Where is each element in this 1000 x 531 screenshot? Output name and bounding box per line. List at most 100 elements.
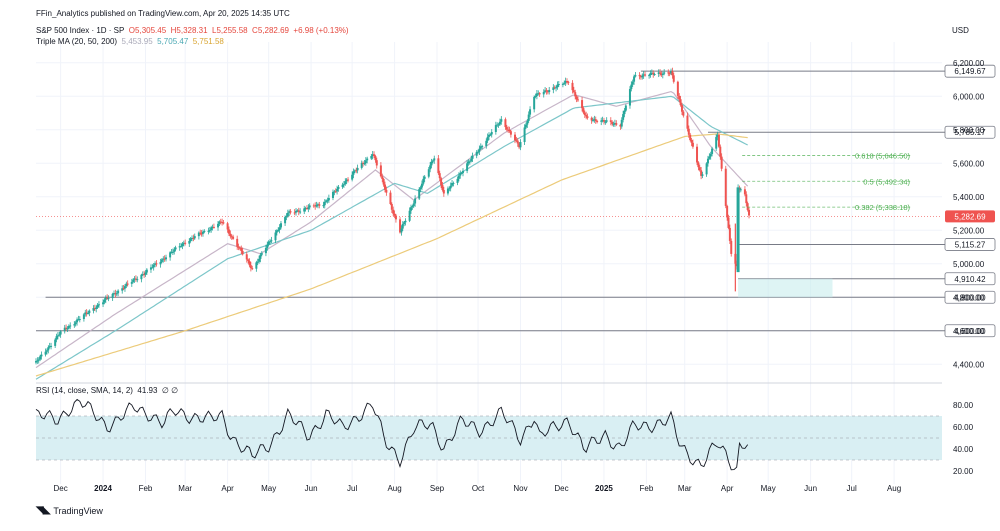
rsi-legend[interactable]: RSI (14, close, SMA, 14, 2) 41.93 ∅ ∅ [36,386,178,395]
price-tick-label: 6,200.00 [953,59,985,68]
month-label: Aug [887,484,901,493]
fib-label: 0.618 (5,646.50) [855,151,911,160]
candle-body [39,356,42,360]
candle-body [488,134,490,137]
candle-body [35,361,37,363]
rsi-label[interactable]: RSI (14, close, SMA, 14, 2) [36,386,133,395]
candle-body [366,158,369,161]
candle-body [535,93,538,96]
price-axis[interactable]: 4,400.00 4,600.00 4,800.00 5,000.00 5,200.00… [945,59,995,476]
candle-body [322,205,325,207]
tradingview-brand[interactable]: ◥◣ TradingView [36,505,103,516]
candle-body [55,336,58,340]
candle-body [277,229,280,231]
rsi-tick-label: 20.00 [953,467,974,476]
candle-body [78,319,81,321]
candle-body [255,262,258,269]
candle-body [691,142,694,147]
support-zone [738,278,833,298]
grid [36,42,942,484]
brand-name: TradingView [53,505,103,516]
candle-body [438,173,441,179]
currency-label: USD [952,26,969,35]
candle-body [389,192,392,205]
candle-body [490,131,493,135]
candle-body [304,208,307,210]
candle-body [149,267,152,270]
candle-body [159,261,162,265]
candle-body [267,241,270,245]
candle-body [173,249,176,252]
candle-body [193,236,196,239]
month-label: Feb [139,484,153,493]
candle-body [748,209,751,216]
month-label: Feb [639,484,653,493]
ma-legend[interactable]: Triple MA (20, 50, 200) 5,453.95 5,705.4… [36,37,224,46]
candle-body [652,72,655,75]
candle-body [746,203,749,210]
candle-body [408,210,411,221]
candle-body [155,263,158,265]
candle-body [132,279,135,282]
price-tick-label: 5,600.00 [953,159,985,168]
candle-body [706,158,709,164]
candle-body [442,190,445,194]
candle-body [115,293,118,295]
month-label: Aug [387,484,401,493]
candle-body [459,173,462,176]
candle-body [507,129,510,131]
candle-body [240,247,243,251]
ma20-value: 5,453.95 [121,37,153,46]
candle-body [163,258,166,260]
candle-body [717,134,720,147]
candle-body [572,90,575,93]
candle-body [97,304,100,306]
month-label: Nov [513,484,527,493]
candle-body [519,142,522,148]
month-label: Sep [430,484,445,493]
candle-body [264,247,267,254]
price-tick-label: 5,800.00 [953,126,985,135]
candle-body [411,206,414,208]
candle-body [574,92,577,97]
candle-body [515,140,518,142]
candle-body [600,120,603,122]
candle-body [278,227,281,230]
candle-body [575,96,578,100]
symbol-legend[interactable]: S&P 500 Index · 1D · SP O5,305.45 H5,328… [36,26,349,35]
candle-body [524,124,527,128]
target-zone [738,278,833,298]
candle-body [687,128,690,135]
candle-body [527,114,530,121]
candle-body [594,119,597,121]
published-line: FFin_Analytics published on TradingView.… [36,9,290,18]
candle-body [412,203,415,207]
candle-body [270,240,273,242]
candle-body [307,207,310,209]
candle-body [381,176,384,179]
ma-label[interactable]: Triple MA (20, 50, 200) [36,37,118,46]
candle-body [229,233,232,237]
time-axis[interactable]: Dec 2024 Feb Mar Apr May Jun Jul Aug Sep Oct Nov Dec… [54,484,902,493]
candle-body [650,72,653,74]
candle-body [556,84,559,88]
candle-body [596,120,599,122]
symbol-name[interactable]: S&P 500 Index · 1D · SP [36,26,125,35]
candle-body [724,168,727,206]
candle-body [481,146,484,148]
candle-body [698,167,701,171]
candle-body [633,76,636,82]
candle-body [668,73,671,75]
candle-body [505,127,508,130]
candle-body [557,84,560,86]
candle-body [201,231,204,234]
candle-body [347,179,350,181]
candle-body [279,223,282,228]
month-label: Apr [721,484,734,493]
candle-body [429,165,432,170]
level-label: 4,910.42 [954,275,986,284]
rsi-tick-label: 60.00 [953,423,974,432]
candle-body [537,93,540,95]
fib-label: 0.382 (5,338.18) [855,203,911,212]
